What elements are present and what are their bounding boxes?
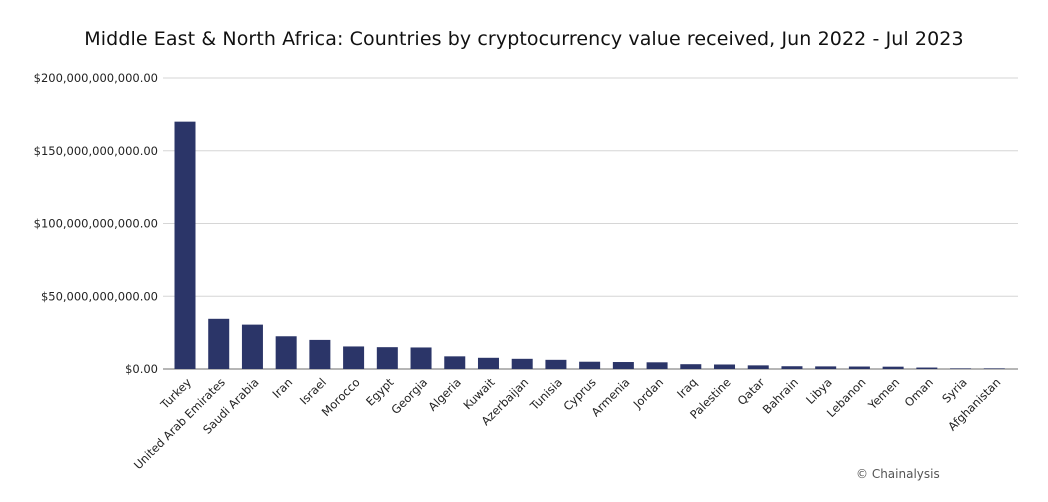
x-category-label: Tunisia: [527, 375, 565, 413]
bar-armenia: [612, 362, 634, 369]
y-tick-label: $100,000,000,000.00: [34, 217, 158, 231]
bar-libya: [815, 366, 837, 369]
x-category-label: Bahrain: [760, 375, 801, 416]
y-tick-label: $0.00: [125, 362, 158, 376]
x-category-label: Iran: [269, 375, 295, 401]
bar-oman: [916, 367, 938, 369]
bar-qatar: [747, 365, 769, 369]
x-category-label: Yemen: [865, 375, 903, 413]
x-category-label: Iraq: [674, 375, 700, 401]
y-tick-label: $150,000,000,000.00: [34, 144, 158, 158]
bar-turkey: [174, 121, 196, 370]
bar-egypt: [376, 347, 398, 369]
x-category-label: Georgia: [388, 375, 430, 417]
bar-iran: [275, 336, 297, 369]
bar-lebanon: [848, 366, 870, 369]
bar-palestine: [714, 364, 736, 369]
chart-credit: © Chainalysis: [856, 467, 940, 481]
x-category-label: Libya: [803, 375, 835, 407]
gridlines: [163, 77, 1018, 370]
bar-kuwait: [477, 357, 499, 369]
x-category-label: Syria: [939, 375, 969, 405]
bar-cyprus: [579, 361, 601, 369]
bar-united-arab-emirates: [208, 318, 230, 369]
bars: [174, 121, 1005, 370]
bar-afghanistan: [983, 368, 1005, 369]
bar-morocco: [343, 346, 365, 369]
bar-georgia: [410, 347, 432, 369]
bar-bahrain: [781, 366, 803, 369]
x-category-label: Oman: [902, 375, 936, 409]
bar-tunisia: [545, 359, 567, 369]
y-tick-label: $200,000,000,000.00: [34, 71, 158, 85]
bar-algeria: [444, 356, 466, 369]
bar-syria: [950, 368, 972, 369]
bar-azerbaijan: [511, 358, 533, 369]
x-category-label: Algeria: [425, 375, 463, 413]
y-axis-tick-labels: $0.00 $50,000,000,000.00 $100,000,000,000.…: [34, 71, 158, 376]
bar-iraq: [680, 364, 702, 369]
chart-title: Middle East & North Africa: Countries by…: [84, 28, 964, 50]
y-tick-label: $50,000,000,000.00: [41, 289, 158, 303]
bar-saudi-arabia: [241, 324, 263, 369]
bar-israel: [309, 339, 331, 369]
bar-yemen: [882, 366, 904, 369]
bar-jordan: [646, 362, 668, 369]
x-category-label: Jordan: [630, 375, 666, 411]
